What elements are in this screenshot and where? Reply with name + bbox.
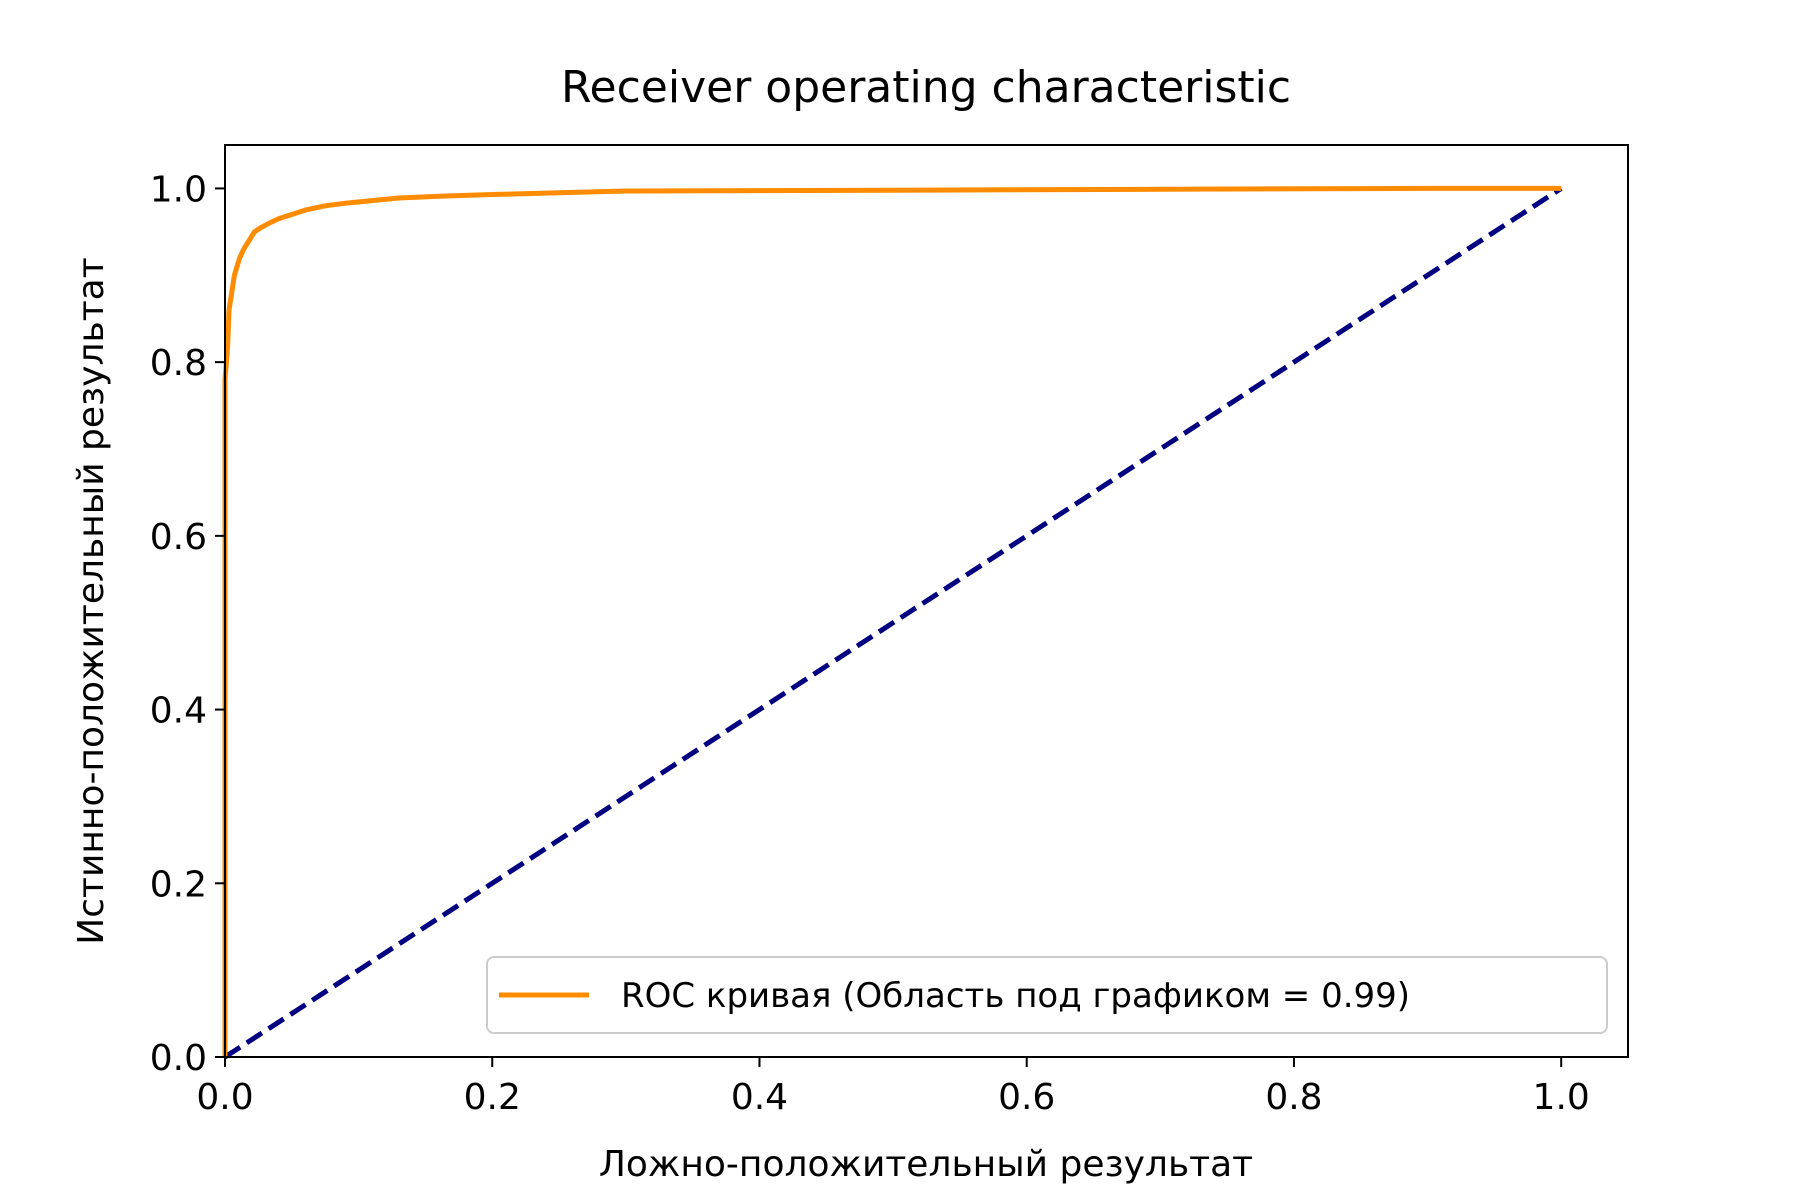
legend-box bbox=[486, 956, 1608, 1034]
y-tick-label: 1.0 bbox=[150, 169, 207, 210]
y-tick-label: 0.8 bbox=[150, 343, 207, 384]
legend: ROC кривая (Область под графиком = 0.99) bbox=[486, 956, 1608, 1034]
y-tick-label: 0.2 bbox=[150, 864, 207, 905]
x-tick-label: 0.4 bbox=[731, 1077, 788, 1118]
x-axis-label: Ложно-положительный результат bbox=[599, 1144, 1253, 1185]
plot-area bbox=[222, 185, 1563, 1060]
chance-diagonal-line bbox=[223, 186, 1563, 1060]
y-tick-label: 0.0 bbox=[150, 1038, 207, 1079]
chart-title: Receiver operating characteristic bbox=[561, 62, 1291, 113]
legend-label-roc: ROC кривая (Область под графиком = 0.99) bbox=[621, 976, 1410, 1016]
x-axis: 0.0 0.2 0.4 0.6 0.8 1.0 bbox=[196, 1057, 1590, 1118]
plot-frame bbox=[224, 144, 1629, 1058]
y-axis: 0.0 0.2 0.4 0.6 0.8 1.0 bbox=[150, 169, 225, 1079]
x-tick-label: 0.2 bbox=[464, 1077, 521, 1118]
x-tick-label: 0.0 bbox=[196, 1077, 253, 1118]
x-tick-label: 0.6 bbox=[998, 1077, 1055, 1118]
y-axis-label: Истинно-положительный результат bbox=[71, 257, 112, 944]
roc-curve-line bbox=[222, 185, 1562, 1057]
x-tick-label: 1.0 bbox=[1533, 1077, 1590, 1118]
y-tick-label: 0.6 bbox=[150, 517, 207, 558]
x-tick-label: 0.8 bbox=[1265, 1077, 1322, 1118]
y-tick-label: 0.4 bbox=[150, 691, 207, 732]
